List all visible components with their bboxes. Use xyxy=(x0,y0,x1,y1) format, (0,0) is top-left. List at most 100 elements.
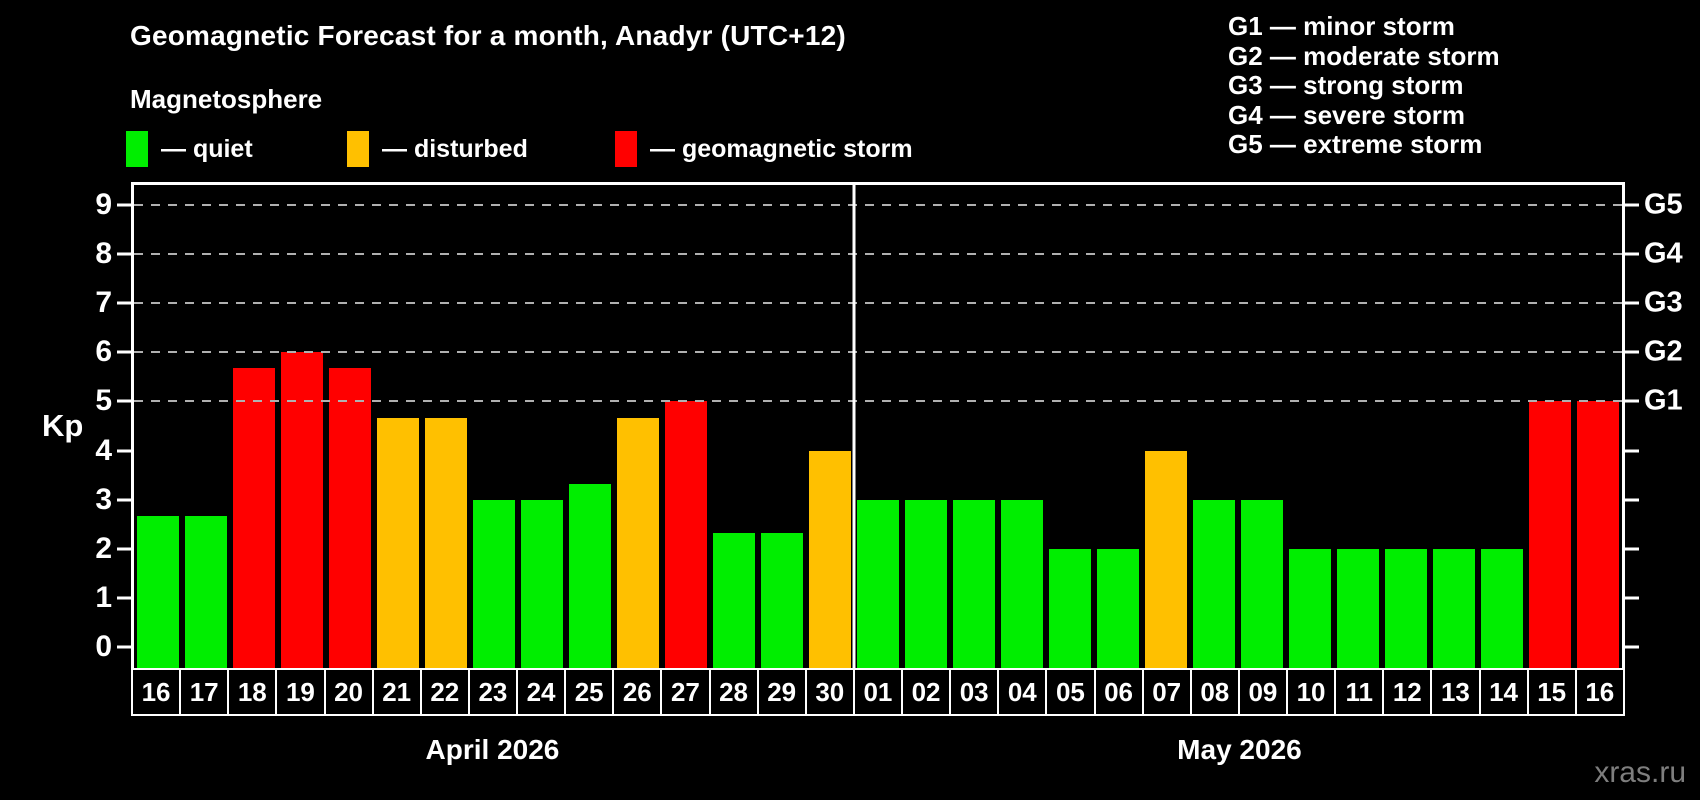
day-label: 26 xyxy=(612,670,660,714)
g-axis-label-g3: G3 xyxy=(1644,286,1683,319)
day-label: 20 xyxy=(323,670,372,714)
day-label: 24 xyxy=(516,670,564,714)
y-axis-label-9: 9 xyxy=(95,187,112,221)
watermark: xras.ru xyxy=(1594,756,1686,789)
left-axis-tick-6 xyxy=(117,350,131,354)
bar-column-may-15 xyxy=(1526,185,1574,668)
y-axis-label-5: 5 xyxy=(95,384,112,418)
g-axis-label-g1: G1 xyxy=(1644,384,1683,417)
bar-column-may-01 xyxy=(854,185,902,668)
kp-bar xyxy=(521,499,563,668)
right-axis-tick-7 xyxy=(1625,301,1639,305)
day-label: 02 xyxy=(901,670,949,714)
y-axis-label-0: 0 xyxy=(95,630,112,664)
right-axis-tick-6 xyxy=(1625,350,1639,354)
bar-column-may-09 xyxy=(1238,185,1286,668)
left-axis-tick-4 xyxy=(117,449,131,453)
kp-bar xyxy=(1433,548,1475,668)
bar-column-may-04 xyxy=(998,185,1046,668)
kp-bar xyxy=(713,532,755,668)
day-label: 12 xyxy=(1382,670,1430,714)
bar-column-may-11 xyxy=(1334,185,1382,668)
day-label: 19 xyxy=(275,670,323,714)
y-axis-label-7: 7 xyxy=(95,286,112,320)
day-label: 14 xyxy=(1478,670,1527,714)
day-label: 13 xyxy=(1430,670,1478,714)
bar-column-may-02 xyxy=(902,185,950,668)
bar-column-april-18 xyxy=(230,185,278,668)
kp-bar xyxy=(569,483,611,668)
right-axis-tick-0 xyxy=(1625,645,1639,649)
y-axis-label-2: 2 xyxy=(95,531,112,565)
left-axis-tick-7 xyxy=(117,301,131,305)
bar-column-april-28 xyxy=(710,185,758,668)
day-label: 16 xyxy=(1574,670,1623,714)
kp-bar xyxy=(1049,548,1091,668)
kp-bar xyxy=(425,417,467,668)
day-label: 30 xyxy=(804,670,853,714)
g-axis-label-g2: G2 xyxy=(1644,335,1683,368)
day-label: 21 xyxy=(371,670,420,714)
month-divider xyxy=(852,185,856,668)
legend-label-quiet: — quiet xyxy=(161,134,253,163)
storm-swatch-icon xyxy=(615,131,637,167)
bars-container xyxy=(134,185,1622,668)
day-axis: 16 17 18 19 20 21 22 23 24 25 26 27 28 29 30 01 02 03 04 05… xyxy=(131,668,1625,716)
bar-column-april-29 xyxy=(758,185,806,668)
month-label-may: May 2026 xyxy=(1177,734,1302,765)
kp-bar xyxy=(1529,401,1571,668)
kp-bar xyxy=(329,368,371,668)
kp-bar xyxy=(953,499,995,668)
day-label: 22 xyxy=(419,670,468,714)
bar-column-april-19 xyxy=(278,185,326,668)
kp-bar xyxy=(617,417,659,668)
bar-column-april-20 xyxy=(326,185,374,668)
day-label: 23 xyxy=(467,670,516,714)
kp-bar xyxy=(905,499,947,668)
legend-item-disturbed: — disturbed xyxy=(347,130,528,168)
y-axis-label-1: 1 xyxy=(95,581,112,615)
month-label-april: April 2026 xyxy=(425,734,560,765)
kp-bar xyxy=(1145,450,1187,668)
bar-column-april-23 xyxy=(470,185,518,668)
bar-column-may-06 xyxy=(1094,185,1142,668)
kp-bar xyxy=(1289,548,1331,668)
kp-bar xyxy=(1481,548,1523,668)
bar-column-april-25 xyxy=(566,185,614,668)
bar-column-april-21 xyxy=(374,185,422,668)
kp-bar xyxy=(1097,548,1139,668)
kp-bar xyxy=(1241,499,1283,668)
storm-scale-g5: G5 — extreme storm xyxy=(1228,129,1483,159)
kp-bar xyxy=(185,516,227,668)
left-axis-tick-5 xyxy=(117,399,131,403)
storm-scale-g4: G4 — severe storm xyxy=(1228,99,1466,130)
day-label: 17 xyxy=(179,670,227,714)
left-axis-tick-9 xyxy=(117,203,131,207)
day-label: 15 xyxy=(1526,670,1575,714)
y-axis-label-8: 8 xyxy=(95,236,112,270)
bar-column-may-08 xyxy=(1190,185,1238,668)
day-label: 07 xyxy=(1141,670,1190,714)
page-title: Geomagnetic Forecast for a month, Anadyr… xyxy=(130,20,846,51)
kp-bar xyxy=(665,401,707,668)
legend-heading: Magnetosphere xyxy=(130,84,323,114)
bar-column-may-03 xyxy=(950,185,998,668)
bar-column-april-17 xyxy=(182,185,230,668)
left-axis-tick-8 xyxy=(117,252,131,256)
bar-column-may-16 xyxy=(1574,185,1622,668)
y-axis-label-3: 3 xyxy=(95,482,112,516)
storm-scale-legend: G1 — minor storm G2 — moderate storm G3 … xyxy=(1228,11,1500,160)
kp-bar xyxy=(857,499,899,668)
right-axis-tick-9 xyxy=(1625,203,1639,207)
bar-column-may-14 xyxy=(1478,185,1526,668)
bar-column-april-30 xyxy=(806,185,854,668)
day-label: 16 xyxy=(141,676,171,707)
bar-column-may-05 xyxy=(1046,185,1094,668)
right-axis-tick-3 xyxy=(1625,498,1639,502)
bar-column-april-27 xyxy=(662,185,710,668)
day-label: 28 xyxy=(708,670,757,714)
day-label: 05 xyxy=(1045,670,1093,714)
storm-scale-g2: G2 — moderate storm xyxy=(1228,40,1500,71)
y-axis-label-4: 4 xyxy=(95,433,112,467)
